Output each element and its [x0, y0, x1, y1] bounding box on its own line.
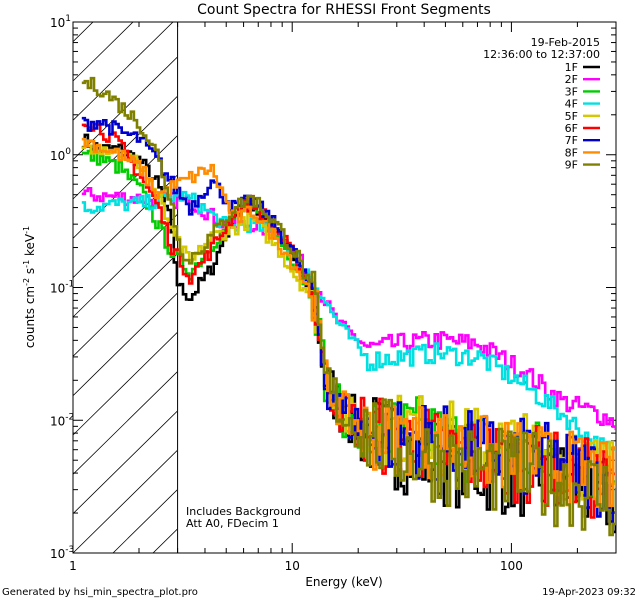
- date-label: 19-Feb-2015: [531, 36, 600, 49]
- legend-label: 6F: [565, 122, 578, 135]
- hatch-line: [73, 135, 177, 239]
- series-line-4f: [81, 189, 616, 457]
- hatch-line: [73, 371, 177, 475]
- y-axis-label: counts cm-2 s-1 keV-1: [22, 226, 37, 348]
- y-tick-label: 10-2: [50, 412, 74, 428]
- x-axis-label: Energy (keV): [305, 575, 382, 589]
- legend-label: 8F: [565, 146, 578, 159]
- x-tick-labels: 1 10 100: [69, 559, 523, 573]
- hatch-line: [633, 22, 640, 553]
- footer-timestamp: 19-Apr-2023 09:32: [542, 587, 636, 598]
- hatch-line: [73, 22, 174, 121]
- axis-ticks: [72, 21, 617, 554]
- y-tick-label: 100: [50, 147, 71, 163]
- series-line-6f: [81, 122, 616, 519]
- series-line-9f: [81, 76, 616, 537]
- legend-label: 5F: [565, 110, 578, 123]
- hatch-line: [73, 450, 177, 553]
- legend-label: 1F: [565, 61, 578, 74]
- x-tick-label: 100: [500, 559, 523, 573]
- annotation-background: Includes Background: [186, 505, 301, 518]
- legend-label: 2F: [565, 73, 578, 86]
- y-tick-label: 101: [50, 14, 71, 30]
- hatch-line: [0, 22, 13, 553]
- hatch-line: [73, 410, 177, 515]
- time-range-label: 12:36:00 to 12:37:00: [483, 48, 600, 61]
- series-group: [81, 76, 616, 537]
- legend-label: 4F: [565, 98, 578, 111]
- x-tick-label: 1: [69, 559, 77, 573]
- x-tick-label: 10: [285, 559, 300, 573]
- y-tick-label: 10-3: [50, 545, 74, 561]
- legend-label: 7F: [565, 134, 578, 147]
- generated-by-label: Generated by hsi_min_spectra_plot.pro: [2, 587, 198, 598]
- hatch-line: [73, 253, 177, 357]
- y-tick-labels: 10-3 10-2 10-1 100 101: [50, 14, 74, 561]
- hatch-line: [73, 96, 177, 200]
- hatch-line: [73, 214, 177, 318]
- legend-label: 3F: [565, 85, 578, 98]
- annotation-attenuator: Att A0, FDecim 1: [186, 517, 279, 530]
- series-line-7f: [81, 116, 616, 523]
- legend-label: 9F: [565, 159, 578, 172]
- y-tick-label: 10-1: [50, 280, 74, 296]
- chart-title: Count Spectra for RHESSI Front Segments: [197, 2, 491, 18]
